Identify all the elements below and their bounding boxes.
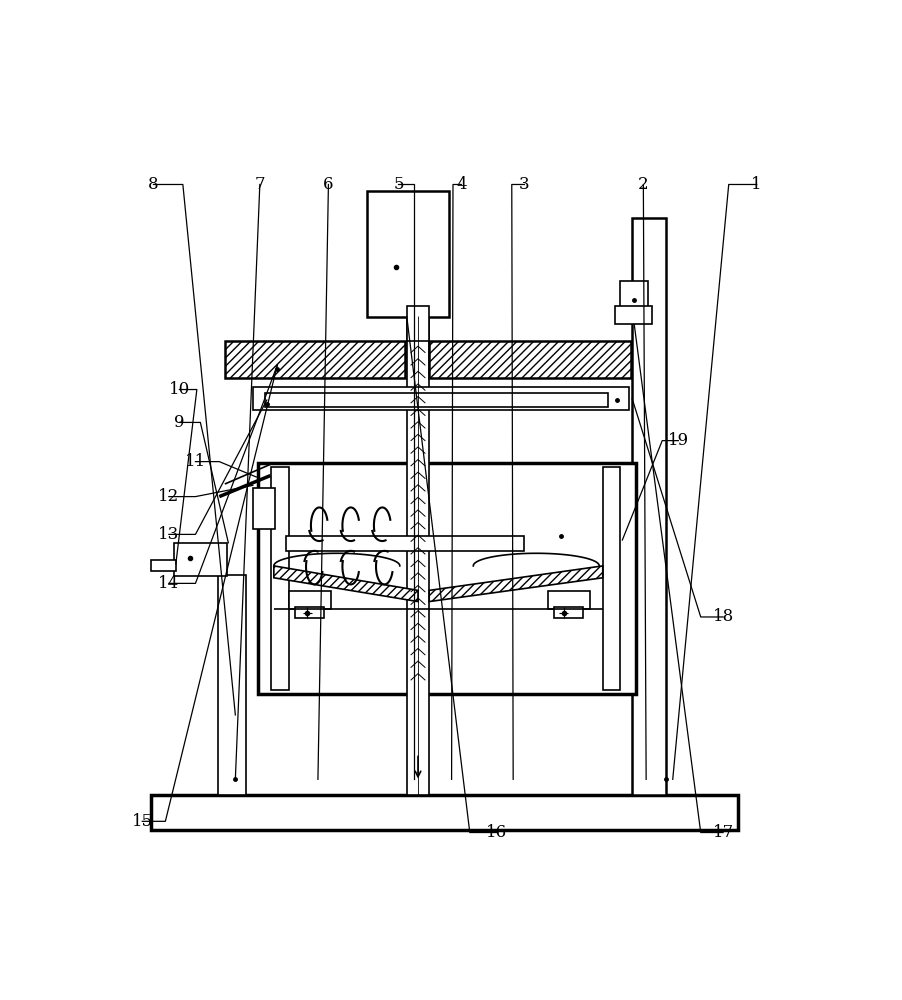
Bar [286, 536, 524, 551]
Text: 14: 14 [158, 575, 179, 592]
Bar [548, 591, 590, 609]
Text: 6: 6 [323, 176, 334, 193]
Text: 3: 3 [519, 176, 529, 193]
Text: 13: 13 [158, 526, 179, 543]
Bar [553, 607, 583, 618]
Bar [407, 306, 428, 341]
Text: 2: 2 [638, 176, 648, 193]
Text: 4: 4 [456, 176, 466, 193]
Text: 7: 7 [254, 176, 265, 193]
Text: 8: 8 [148, 176, 159, 193]
Bar [271, 467, 289, 690]
Bar [366, 191, 449, 317]
Bar [257, 463, 635, 694]
Text: 11: 11 [185, 453, 206, 470]
Text: 1: 1 [750, 176, 761, 193]
Bar [428, 341, 630, 378]
Text: 10: 10 [169, 381, 189, 398]
Text: 12: 12 [158, 488, 179, 505]
Text: 16: 16 [485, 824, 506, 841]
Bar [174, 543, 226, 576]
Bar [295, 607, 324, 618]
Bar [253, 387, 629, 410]
Bar [631, 218, 665, 795]
Bar [217, 575, 245, 795]
Bar [225, 341, 405, 378]
Polygon shape [273, 566, 418, 602]
Bar [152, 795, 737, 830]
Text: 5: 5 [392, 176, 403, 193]
Text: 19: 19 [667, 432, 688, 449]
Bar [614, 306, 651, 324]
Bar [407, 316, 428, 795]
Bar [151, 560, 176, 571]
Text: 17: 17 [712, 824, 733, 841]
Text: 9: 9 [174, 414, 184, 431]
Bar [603, 467, 620, 690]
Bar [253, 488, 275, 529]
Text: 18: 18 [712, 608, 733, 625]
Text: 15: 15 [132, 813, 152, 830]
Bar [620, 281, 648, 308]
Polygon shape [428, 566, 603, 602]
Bar [265, 393, 608, 407]
Bar [289, 591, 331, 609]
